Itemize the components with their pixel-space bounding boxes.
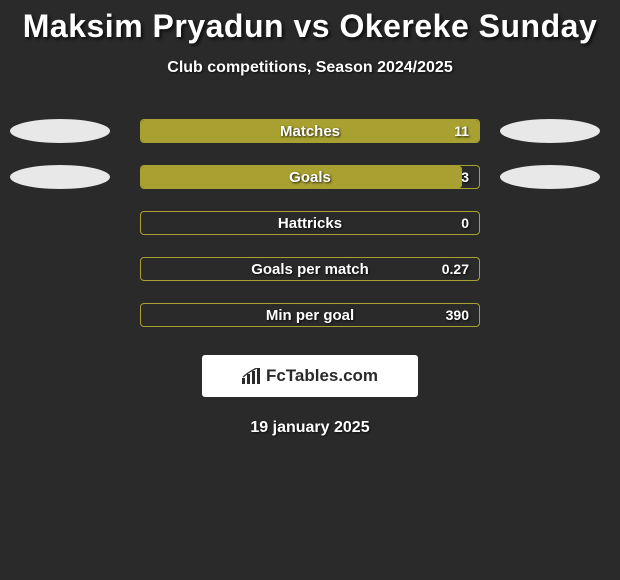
stat-bar: Min per goal390	[140, 303, 480, 327]
stat-row: Goals per match0.27	[0, 257, 620, 281]
stat-value: 11	[454, 120, 469, 142]
ellipse-left	[10, 119, 110, 143]
subtitle: Club competitions, Season 2024/2025	[0, 59, 620, 77]
stat-row: Hattricks0	[0, 211, 620, 235]
stat-label: Matches	[141, 120, 479, 142]
stat-bar: Goals per match0.27	[140, 257, 480, 281]
stat-bar: Goals3	[140, 165, 480, 189]
stat-label: Goals	[141, 166, 479, 188]
logo: FcTables.com	[242, 366, 378, 386]
page-title: Maksim Pryadun vs Okereke Sunday	[0, 8, 620, 45]
logo-text: FcTables.com	[266, 366, 378, 386]
stat-row: Matches11	[0, 119, 620, 143]
stat-label: Goals per match	[141, 258, 479, 280]
ellipse-left	[10, 165, 110, 189]
stat-label: Min per goal	[141, 304, 479, 326]
stat-row: Min per goal390	[0, 303, 620, 327]
chart-icon	[242, 368, 262, 384]
logo-box[interactable]: FcTables.com	[202, 355, 418, 397]
stat-bar: Hattricks0	[140, 211, 480, 235]
stat-value: 390	[446, 304, 469, 326]
stat-row: Goals3	[0, 165, 620, 189]
infographic-container: Maksim Pryadun vs Okereke Sunday Club co…	[0, 0, 620, 437]
stat-label: Hattricks	[141, 212, 479, 234]
stat-value: 3	[461, 166, 469, 188]
stat-value: 0	[461, 212, 469, 234]
ellipse-right	[500, 165, 600, 189]
ellipse-right	[500, 119, 600, 143]
stat-bar: Matches11	[140, 119, 480, 143]
stat-rows: Matches11 Goals3 Hattricks0 Goals per match…	[0, 119, 620, 327]
date-text: 19 january 2025	[0, 419, 620, 437]
stat-value: 0.27	[442, 258, 469, 280]
